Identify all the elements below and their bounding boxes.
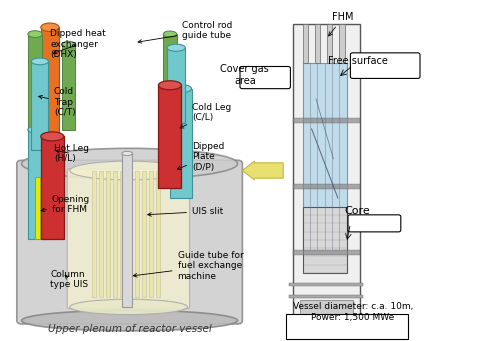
Bar	[135, 170, 139, 297]
Text: Guide tube for
fuel exchange
machine: Guide tube for fuel exchange machine	[133, 251, 243, 281]
Ellipse shape	[28, 125, 49, 134]
Bar	[28, 130, 49, 239]
Bar	[122, 153, 132, 307]
Ellipse shape	[170, 85, 192, 93]
Bar	[289, 295, 363, 298]
Ellipse shape	[62, 41, 75, 47]
Bar	[99, 170, 103, 297]
Bar	[62, 44, 75, 130]
Text: Column
type UIS: Column type UIS	[50, 270, 88, 289]
Bar	[35, 177, 40, 239]
Text: Free surface: Free surface	[328, 56, 387, 66]
Text: Dipped
Plate
(D/P): Dipped Plate (D/P)	[177, 142, 224, 172]
Text: Core: Core	[345, 206, 371, 217]
Bar	[170, 89, 192, 198]
Bar	[142, 170, 146, 297]
Text: FHM: FHM	[329, 12, 354, 36]
Bar	[289, 283, 363, 286]
Ellipse shape	[22, 148, 238, 179]
Ellipse shape	[41, 132, 64, 141]
FancyBboxPatch shape	[286, 314, 408, 339]
Bar	[120, 170, 124, 297]
FancyArrow shape	[242, 161, 283, 180]
Bar	[113, 170, 117, 297]
Text: Opening
for FHM: Opening for FHM	[41, 195, 90, 214]
Ellipse shape	[28, 31, 42, 38]
Ellipse shape	[122, 151, 132, 155]
Bar	[339, 24, 345, 63]
Bar	[167, 48, 185, 123]
Bar	[293, 250, 360, 255]
FancyBboxPatch shape	[348, 215, 401, 232]
Bar	[303, 24, 308, 63]
Text: Cover gas
area: Cover gas area	[220, 64, 269, 86]
Bar	[158, 85, 181, 188]
Bar	[106, 170, 110, 297]
Bar	[293, 24, 360, 324]
Text: Hot Leg
(H/L): Hot Leg (H/L)	[54, 144, 89, 163]
Bar	[41, 27, 59, 164]
Bar	[163, 34, 177, 143]
Ellipse shape	[167, 44, 185, 51]
Ellipse shape	[70, 299, 187, 314]
Bar	[128, 170, 132, 297]
Bar	[28, 34, 42, 136]
FancyBboxPatch shape	[240, 66, 290, 89]
Bar	[303, 63, 347, 249]
Bar	[31, 61, 48, 150]
Bar	[92, 170, 96, 297]
Bar	[293, 118, 360, 123]
Bar	[156, 170, 160, 297]
Bar	[315, 24, 320, 63]
FancyBboxPatch shape	[67, 169, 190, 309]
Bar	[293, 184, 360, 189]
Text: Dipped heat
exchanger
(DHX): Dipped heat exchanger (DHX)	[50, 29, 106, 59]
Ellipse shape	[31, 58, 48, 65]
Text: Control rod
guide tube: Control rod guide tube	[138, 21, 233, 43]
Text: Upper plenum of reactor vessel: Upper plenum of reactor vessel	[48, 324, 212, 334]
Bar	[41, 136, 64, 239]
FancyBboxPatch shape	[350, 53, 420, 78]
Text: Vessel diameter: c.a. 10m,
Power: 1,500 MWe: Vessel diameter: c.a. 10m, Power: 1,500 …	[293, 302, 413, 322]
Bar	[303, 207, 347, 273]
Bar	[300, 300, 353, 324]
Text: UIS slit: UIS slit	[148, 207, 223, 216]
Bar	[149, 170, 153, 297]
Ellipse shape	[158, 81, 181, 90]
Ellipse shape	[70, 161, 187, 180]
FancyBboxPatch shape	[17, 160, 242, 324]
Ellipse shape	[163, 31, 177, 37]
Ellipse shape	[41, 23, 59, 31]
Bar	[327, 24, 333, 63]
Text: Cold
Trap
(C/T): Cold Trap (C/T)	[39, 87, 75, 117]
Ellipse shape	[22, 310, 238, 331]
Text: Cold Leg
(C/L): Cold Leg (C/L)	[180, 103, 231, 128]
